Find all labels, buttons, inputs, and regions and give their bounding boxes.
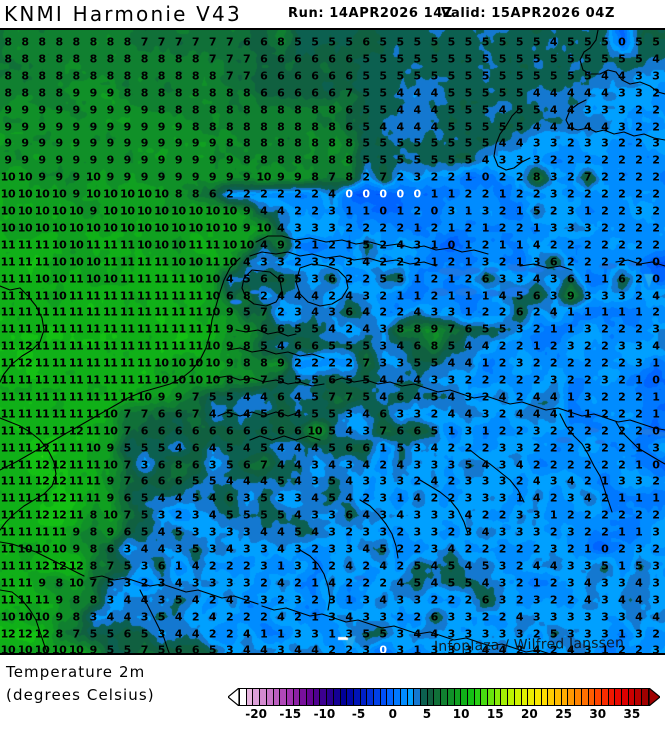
colorbar-swatch xyxy=(555,689,562,705)
colorbar-swatch xyxy=(434,689,442,705)
legend-panel: Temperature 2m (degrees Celsius) -20 -15-… xyxy=(0,655,665,735)
colorbar-swatch xyxy=(474,689,482,705)
colorbar-swatch xyxy=(414,689,421,705)
colorbar-swatch xyxy=(541,689,549,705)
colorbar-swatch xyxy=(307,689,314,705)
colorbar-tick: 5 xyxy=(422,707,432,721)
colorbar-swatch xyxy=(253,689,261,705)
colorbar-swatch xyxy=(521,689,529,705)
colorbar-swatch xyxy=(273,689,281,705)
colorbar-swatch xyxy=(360,689,368,705)
colorbar-swatch xyxy=(333,689,341,705)
colorbar-swatch xyxy=(568,689,576,705)
colorbar-tick: 20 xyxy=(521,707,538,721)
colorbar-tick: -5 xyxy=(351,707,366,721)
colorbar-swatch xyxy=(387,689,395,705)
colorbar-swatch xyxy=(427,689,435,705)
colorbar-swatch xyxy=(260,689,267,705)
colorbar-swatch xyxy=(501,689,509,705)
colorbar-swatch xyxy=(622,689,629,705)
colorbar-swatch xyxy=(367,689,375,705)
colorbar-swatch xyxy=(407,689,415,705)
colorbar[interactable] xyxy=(228,688,660,706)
colorbar-tick: -10 xyxy=(313,707,336,721)
legend-title: Temperature 2m xyxy=(6,663,146,681)
colorbar-swatch xyxy=(293,689,301,705)
colorbar-low-arrow xyxy=(228,688,239,706)
colorbar-swatches xyxy=(239,688,649,706)
colorbar-swatch xyxy=(575,689,582,705)
colorbar-swatch xyxy=(461,689,468,705)
colorbar-swatch xyxy=(514,689,522,705)
colorbar-swatch xyxy=(394,689,401,705)
colorbar-swatch xyxy=(420,689,428,705)
run-timestamp-label: Run: 14APR2026 14Z xyxy=(288,6,453,21)
colorbar-tick: 30 xyxy=(589,707,607,721)
colorbar-tick: 10 xyxy=(452,707,470,721)
colorbar-swatch xyxy=(286,689,294,705)
colorbar-swatch xyxy=(534,689,542,705)
colorbar-swatch xyxy=(313,689,321,705)
colorbar-tick: 0 xyxy=(388,707,397,721)
colorbar-tick: 15 xyxy=(486,707,504,721)
colorbar-swatch xyxy=(635,689,643,705)
colorbar-swatch xyxy=(380,689,388,705)
colorbar-swatch xyxy=(615,689,623,705)
colorbar-swatch xyxy=(320,689,328,705)
colorbar-swatch xyxy=(508,689,515,705)
model-title: KNMI Harmonie V43 xyxy=(4,2,242,26)
colorbar-tick-labels: -20 -15 -10 -5 0 5 10 15 20 25 30 35 xyxy=(228,707,660,723)
colorbar-swatch xyxy=(327,689,334,705)
colorbar-swatch xyxy=(494,689,502,705)
colorbar-swatch xyxy=(488,689,495,705)
header-bar: KNMI Harmonie V43 Run: 14APR2026 14Z Val… xyxy=(0,0,665,28)
colorbar-swatch xyxy=(441,689,448,705)
colorbar-swatch xyxy=(400,689,408,705)
colorbar-swatch xyxy=(481,689,489,705)
colorbar-swatch xyxy=(581,689,589,705)
colorbar-swatch xyxy=(300,689,308,705)
colorbar-swatch xyxy=(353,689,361,705)
colorbar-swatch xyxy=(246,689,254,705)
colorbar-swatch xyxy=(347,689,354,705)
colorbar-swatch xyxy=(548,689,556,705)
colorbar-swatch xyxy=(240,689,247,705)
colorbar-swatch xyxy=(595,689,602,705)
temperature-field-canvas xyxy=(0,30,665,653)
colorbar-swatch xyxy=(561,689,569,705)
colorbar-swatch xyxy=(601,689,609,705)
colorbar-swatch xyxy=(608,689,616,705)
colorbar-high-arrow xyxy=(649,688,660,706)
colorbar-swatch xyxy=(374,689,381,705)
colorbar-swatch xyxy=(467,689,475,705)
colorbar-swatch xyxy=(588,689,596,705)
colorbar-tick: 25 xyxy=(555,707,572,721)
colorbar-swatch xyxy=(280,689,287,705)
legend-units: (degrees Celsius) xyxy=(6,686,155,704)
colorbar-swatch xyxy=(454,689,462,705)
valid-timestamp-label: Valid: 15APR2026 04Z xyxy=(441,6,615,21)
colorbar-tick: -15 xyxy=(279,707,302,721)
colorbar-swatch xyxy=(447,689,455,705)
colorbar-swatch xyxy=(642,689,648,705)
colorbar-swatch xyxy=(628,689,636,705)
colorbar-swatch xyxy=(528,689,535,705)
colorbar-swatch xyxy=(340,689,348,705)
colorbar-swatch xyxy=(266,689,274,705)
colorbar-tick: -20 xyxy=(245,707,267,721)
colorbar-tick: 35 xyxy=(623,707,641,721)
